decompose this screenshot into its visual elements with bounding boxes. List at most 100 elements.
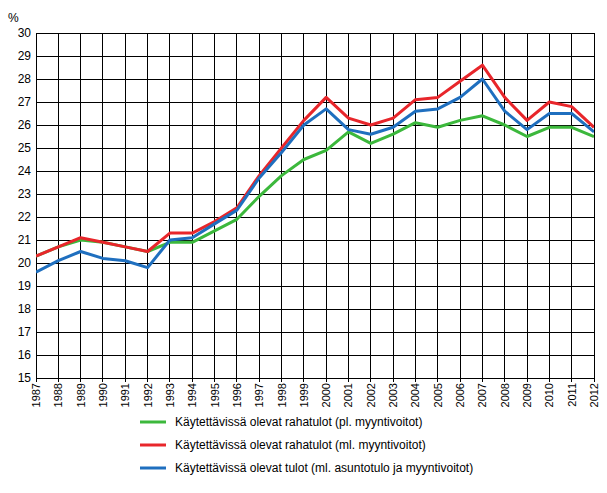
- y-tick-label: 23: [18, 187, 32, 201]
- x-tick: [594, 378, 595, 382]
- x-tick-label: 2001: [342, 383, 354, 407]
- y-tick-label: 16: [18, 348, 32, 362]
- x-tick-label: 2002: [365, 383, 377, 407]
- x-tick-label: 1995: [209, 383, 221, 407]
- x-tick: [147, 378, 148, 382]
- x-tick-label: 2011: [566, 383, 578, 407]
- grid-line: [36, 217, 594, 218]
- x-tick: [192, 378, 193, 382]
- x-tick-label: 2007: [476, 383, 488, 407]
- grid-line: [571, 33, 572, 378]
- x-tick-label: 1994: [186, 383, 198, 407]
- x-tick: [460, 378, 461, 382]
- grid-line: [36, 79, 594, 80]
- x-tick: [125, 378, 126, 382]
- x-tick: [58, 378, 59, 382]
- x-tick-label: 2003: [387, 383, 399, 407]
- grid-line: [214, 33, 215, 378]
- legend-label: Käytettävissä olevat rahatulot (pl. myyn…: [175, 415, 422, 429]
- x-tick-label: 1999: [298, 383, 310, 407]
- legend-swatch: [140, 444, 166, 447]
- series-line: [36, 79, 594, 272]
- x-tick-label: 1996: [231, 383, 243, 407]
- x-tick: [214, 378, 215, 382]
- x-tick-label: 1991: [119, 383, 131, 407]
- x-tick: [281, 378, 282, 382]
- x-tick-label: 1998: [276, 383, 288, 407]
- x-tick-label: 2008: [499, 383, 511, 407]
- grid-line: [36, 355, 594, 356]
- grid-line: [102, 33, 103, 378]
- x-tick: [80, 378, 81, 382]
- grid-line: [370, 33, 371, 378]
- legend-swatch: [140, 467, 166, 470]
- y-tick-label: 28: [18, 72, 32, 86]
- grid-line: [36, 240, 594, 241]
- grid-line: [192, 33, 193, 378]
- grid-line: [549, 33, 550, 378]
- grid-line: [36, 125, 594, 126]
- y-tick-label: 30: [18, 26, 32, 40]
- grid-line: [437, 33, 438, 378]
- series-group: [36, 65, 594, 272]
- legend-label: Käytettävissä olevat tulot (ml. asuntotu…: [175, 461, 473, 475]
- y-tick-label: 29: [18, 49, 32, 63]
- x-tick: [169, 378, 170, 382]
- x-tick: [437, 378, 438, 382]
- grid-line: [58, 33, 59, 378]
- y-axis-label: %: [8, 11, 19, 25]
- x-tick-label: 1992: [142, 383, 154, 407]
- x-tick: [393, 378, 394, 382]
- x-tick-label: 1997: [253, 383, 265, 407]
- y-tick-label: 27: [18, 95, 32, 109]
- x-tick: [326, 378, 327, 382]
- x-tick-label: 2012: [588, 383, 600, 407]
- x-tick: [571, 378, 572, 382]
- grid-line: [36, 309, 594, 310]
- y-tick-label: 24: [18, 164, 32, 178]
- y-tick-label: 19: [18, 279, 32, 293]
- grid-line: [504, 33, 505, 378]
- x-tick-label: 1987: [30, 383, 42, 407]
- y-tick-label: 20: [18, 256, 32, 270]
- grid-line: [326, 33, 327, 378]
- grid-line: [36, 263, 594, 264]
- x-tick: [236, 378, 237, 382]
- x-tick: [482, 378, 483, 382]
- x-tick: [36, 378, 37, 382]
- grid-line: [169, 33, 170, 378]
- y-tick-label: 15: [18, 371, 32, 385]
- x-tick: [303, 378, 304, 382]
- x-tick-label: 2000: [320, 383, 332, 407]
- x-tick: [348, 378, 349, 382]
- grid-line: [460, 33, 461, 378]
- x-tick: [415, 378, 416, 382]
- plot-frame: [36, 33, 594, 378]
- y-tick-label: 17: [18, 325, 32, 339]
- x-tick-label: 1989: [75, 383, 87, 407]
- grid-line: [281, 33, 282, 378]
- grid-line: [36, 286, 594, 287]
- series-line: [36, 116, 594, 256]
- x-tick: [102, 378, 103, 382]
- grid-line: [527, 33, 528, 378]
- grid-line: [147, 33, 148, 378]
- y-tick-label: 21: [18, 233, 32, 247]
- series-line: [36, 65, 594, 256]
- y-tick-label: 26: [18, 118, 32, 132]
- grid-line: [259, 33, 260, 378]
- x-tick-label: 2009: [521, 383, 533, 407]
- grid-line: [36, 171, 594, 172]
- grid-line: [482, 33, 483, 378]
- y-tick-label: 18: [18, 302, 32, 316]
- x-tick: [370, 378, 371, 382]
- grid-line: [348, 33, 349, 378]
- y-tick-label: 22: [18, 210, 32, 224]
- grid-line: [125, 33, 126, 378]
- y-tick-label: 25: [18, 141, 32, 155]
- x-tick-label: 2004: [409, 383, 421, 407]
- x-tick: [504, 378, 505, 382]
- grid-line: [303, 33, 304, 378]
- x-tick: [259, 378, 260, 382]
- x-tick-label: 1993: [164, 383, 176, 407]
